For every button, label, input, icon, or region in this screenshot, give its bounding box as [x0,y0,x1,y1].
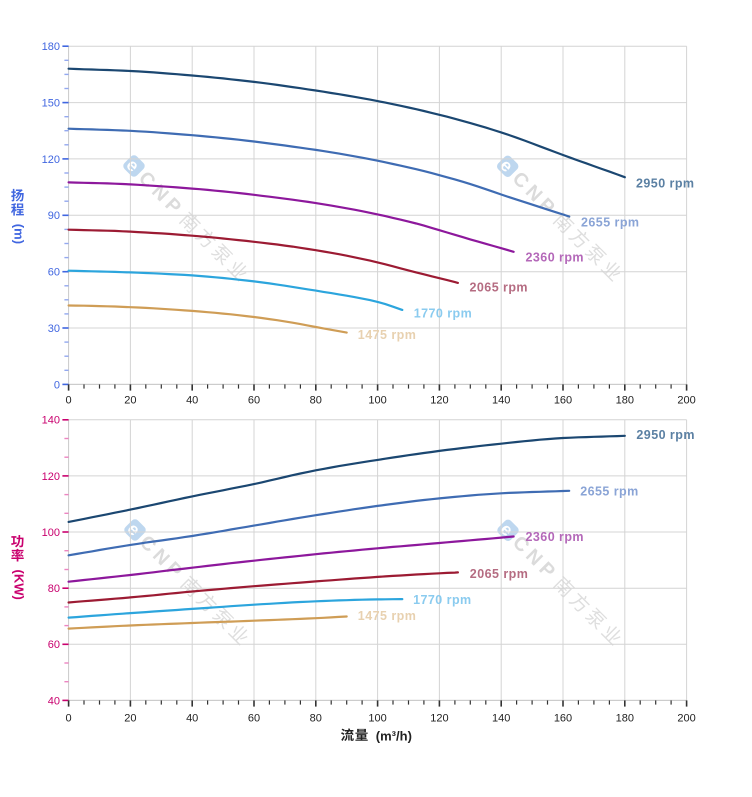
svg-text:140: 140 [492,712,510,724]
svg-text:100: 100 [368,395,386,407]
svg-text:80: 80 [310,395,322,407]
svg-text:2950 rpm: 2950 rpm [636,428,695,442]
svg-text:180: 180 [616,395,634,407]
svg-text:90: 90 [48,210,60,222]
svg-text:(m): (m) [12,224,27,244]
svg-text:120: 120 [430,712,448,724]
svg-text:1770 rpm: 1770 rpm [414,306,473,320]
svg-text:160: 160 [554,712,572,724]
svg-text:1475 rpm: 1475 rpm [358,609,417,623]
svg-text:2360 rpm: 2360 rpm [526,250,585,264]
svg-text:2950 rpm: 2950 rpm [636,177,695,191]
svg-text:60: 60 [48,639,60,651]
svg-text:(KW): (KW) [12,570,27,600]
svg-text:180: 180 [616,712,634,724]
svg-text:40: 40 [186,712,198,724]
svg-text:40: 40 [186,395,198,407]
svg-text:(m³/h): (m³/h) [376,728,412,743]
svg-text:1475 rpm: 1475 rpm [358,328,417,342]
svg-text:60: 60 [248,395,260,407]
svg-text:2065 rpm: 2065 rpm [470,567,529,581]
svg-text:80: 80 [310,712,322,724]
svg-text:2065 rpm: 2065 rpm [470,280,529,294]
svg-text:0: 0 [66,712,72,724]
svg-text:2655 rpm: 2655 rpm [580,484,639,498]
svg-text:20: 20 [124,395,136,407]
svg-text:20: 20 [124,712,136,724]
svg-text:80: 80 [48,583,60,595]
svg-text:140: 140 [492,395,510,407]
svg-text:30: 30 [48,323,60,335]
svg-text:2655 rpm: 2655 rpm [581,215,640,229]
svg-text:0: 0 [54,379,60,391]
svg-text:0: 0 [66,395,72,407]
svg-text:60: 60 [248,712,260,724]
svg-text:200: 200 [677,712,695,724]
svg-text:180: 180 [42,41,60,53]
svg-text:2360 rpm: 2360 rpm [526,530,585,544]
svg-text:200: 200 [677,395,695,407]
svg-text:60: 60 [48,267,60,279]
svg-text:140: 140 [42,415,60,427]
svg-text:100: 100 [42,527,60,539]
svg-text:160: 160 [554,395,572,407]
svg-text:120: 120 [42,471,60,483]
svg-text:1770 rpm: 1770 rpm [413,593,472,607]
svg-text:100: 100 [368,712,386,724]
svg-text:120: 120 [430,395,448,407]
svg-text:40: 40 [48,695,60,707]
svg-text:150: 150 [42,98,60,110]
svg-text:120: 120 [42,154,60,166]
